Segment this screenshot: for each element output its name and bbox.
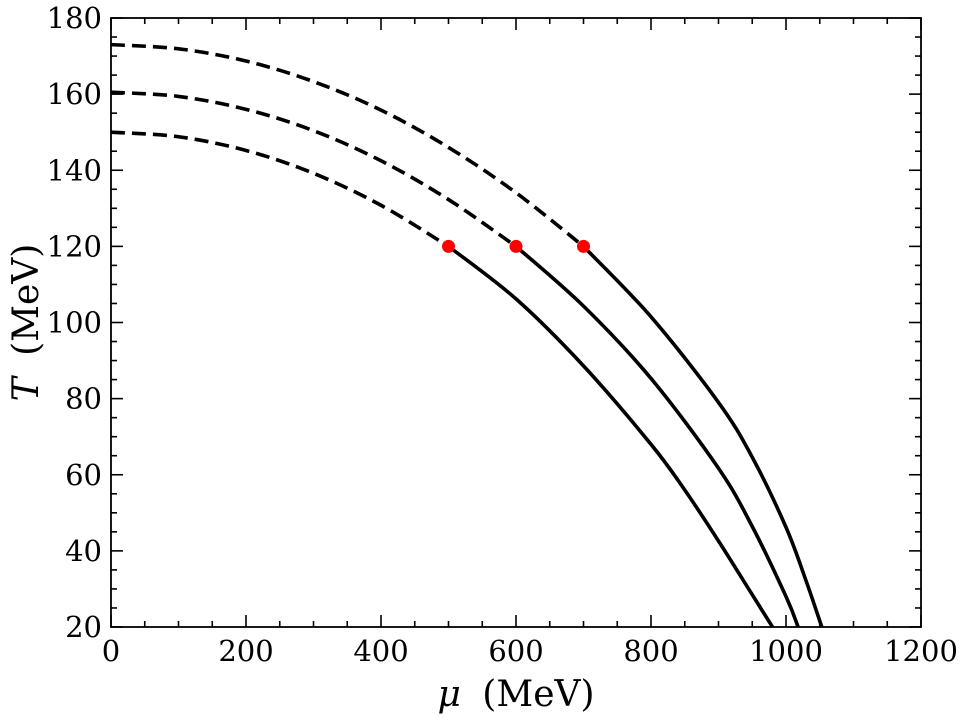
y-axis-unit: (MeV) bbox=[6, 244, 47, 356]
x-tick-label: 1200 bbox=[884, 634, 958, 668]
x-axis-symbol: μ bbox=[437, 674, 460, 715]
x-tick-label: 600 bbox=[488, 634, 543, 668]
x-axis-unit: (MeV) bbox=[482, 674, 594, 715]
first-order-solid-curve-2 bbox=[514, 245, 800, 628]
plot-frame bbox=[110, 17, 922, 628]
y-tick-label: 60 bbox=[65, 458, 102, 492]
ticklabel-layer: 0 200 400 600 800 1000 1200 20 40 60 80 100 120 140 16… bbox=[47, 1, 958, 668]
y-tick-label: 120 bbox=[47, 229, 102, 263]
y-axis-symbol: T bbox=[6, 374, 47, 401]
crossover-dashed-curve-3 bbox=[110, 42, 585, 248]
y-tick-label: 140 bbox=[47, 153, 102, 187]
critical-end-point-marker-2 bbox=[509, 239, 523, 253]
first-order-solid-curve-1 bbox=[447, 244, 775, 628]
marker-layer bbox=[442, 239, 590, 253]
tick-layer bbox=[110, 17, 922, 628]
y-tick-label: 160 bbox=[47, 77, 102, 111]
y-tick-label: 100 bbox=[47, 306, 102, 340]
y-tick-label: 180 bbox=[47, 1, 102, 35]
x-axis-label: μ (MeV) bbox=[437, 674, 594, 715]
y-tick-label: 40 bbox=[65, 534, 102, 568]
series-layer bbox=[110, 42, 824, 628]
critical-end-point-marker-1 bbox=[442, 239, 455, 253]
y-tick-label: 20 bbox=[65, 610, 102, 644]
x-tick-label: 0 bbox=[102, 634, 120, 668]
x-tick-label: 200 bbox=[218, 634, 273, 668]
y-tick-label: 80 bbox=[65, 382, 102, 416]
first-order-solid-curve-3 bbox=[582, 245, 824, 628]
x-tick-label: 400 bbox=[353, 634, 408, 668]
x-tick-label: 1000 bbox=[749, 634, 823, 668]
y-axis-label: T (MeV) bbox=[6, 244, 47, 402]
crossover-dashed-curve-2 bbox=[110, 90, 518, 248]
x-tick-label: 800 bbox=[623, 634, 678, 668]
crossover-dashed-curve-1 bbox=[110, 130, 450, 248]
critical-end-point-marker-3 bbox=[577, 239, 590, 253]
